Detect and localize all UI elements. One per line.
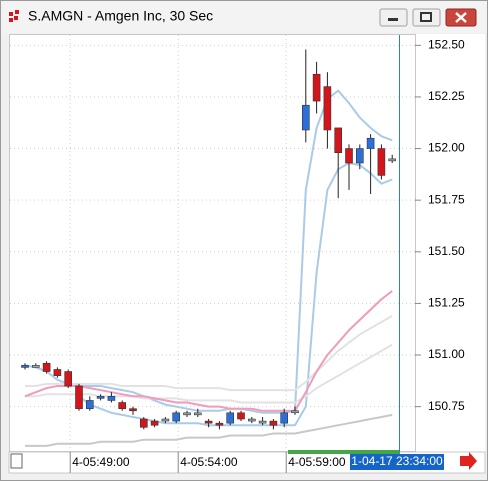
candle-body [312, 73, 321, 102]
y-tick-label: 151.25 [428, 296, 465, 310]
y-tick-label: 150.75 [428, 399, 465, 413]
y-tick-label: 151.75 [428, 192, 465, 206]
candle-body [140, 418, 148, 428]
candle-body [377, 148, 386, 176]
scroll-box[interactable] [10, 453, 23, 469]
session-bar [288, 450, 400, 454]
candle-body [161, 418, 170, 422]
candle-body [226, 412, 234, 424]
candle-body [31, 365, 40, 368]
candle-body [204, 420, 213, 424]
overlay-line [24, 290, 393, 412]
overlay-line [25, 413, 393, 447]
candle-body [107, 396, 116, 401]
x-tick-label: 4-05:49:00 [72, 455, 130, 469]
y-tick-label: 152.00 [428, 141, 465, 155]
y-tick-label: 151.50 [428, 244, 465, 258]
candle-body [118, 402, 126, 410]
candle-body [237, 412, 245, 420]
candle-body [183, 412, 191, 416]
window-title: S.AMGN - Amgen Inc, 30 Sec [28, 8, 213, 24]
candle-body [269, 420, 278, 426]
candle-body [75, 385, 83, 410]
candle-body [258, 420, 267, 424]
candle-body [345, 148, 353, 164]
x-tick-label: 4-05:54:00 [180, 455, 238, 469]
candle-body [334, 127, 343, 153]
candle-body [86, 400, 94, 410]
overlay-line [25, 343, 393, 404]
plot-area [21, 49, 397, 447]
candle-body [323, 86, 332, 131]
overlay-line [78, 161, 393, 427]
x-tick-label: 4-05:59:00 [288, 455, 346, 469]
candle-body [64, 371, 72, 387]
candle-body [215, 422, 224, 426]
scroll-right-arrow[interactable] [460, 452, 477, 470]
candle-body [21, 365, 29, 368]
candle-body [53, 369, 62, 376]
candle-body [248, 418, 256, 422]
maximize-button[interactable] [412, 8, 441, 27]
app-icon [9, 10, 19, 22]
overlay-line [25, 314, 393, 392]
chart-background [9, 34, 485, 452]
candle-body [280, 412, 289, 424]
candle-body [301, 104, 310, 131]
candle-body [194, 412, 202, 416]
minimize-button[interactable] [379, 8, 408, 27]
candle-body [150, 420, 159, 426]
cursor-label-box [350, 454, 444, 470]
y-tick-label: 152.25 [428, 89, 465, 103]
candle-body [172, 412, 180, 422]
candle-body [388, 158, 397, 162]
y-tick-label: 152.50 [428, 37, 465, 51]
candle-body [129, 408, 137, 412]
candle-body [366, 137, 375, 149]
candle-body [355, 148, 364, 164]
candle-body [96, 396, 105, 399]
y-tick-label: 151.00 [428, 347, 465, 361]
candle-body [291, 410, 299, 414]
candle-body [42, 362, 51, 372]
cursor-label: 1-04-17 23:34:00 [351, 454, 443, 468]
close-button[interactable] [445, 8, 477, 27]
